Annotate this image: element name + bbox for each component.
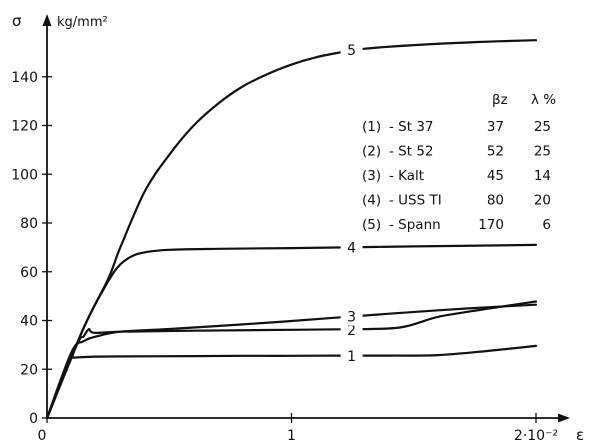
table-cell-id: (2) xyxy=(362,144,381,160)
table-cell-material: - St 52 xyxy=(389,144,434,160)
x-tick-label: 1 xyxy=(287,428,296,444)
table-header-beta-z: βz xyxy=(492,92,508,108)
table-cell-lambda: 6 xyxy=(542,217,551,233)
y-axis-label: σ xyxy=(12,12,22,30)
curve-label-1: 1 xyxy=(347,349,356,365)
table-cell-beta-z: 45 xyxy=(487,168,504,184)
y-tick-label: 20 xyxy=(20,362,38,378)
table-cell-id: (1) xyxy=(362,119,381,135)
table-cell-lambda: 14 xyxy=(534,168,551,184)
table-cell-material: - Spann xyxy=(389,217,441,233)
y-tick-label: 40 xyxy=(20,314,38,330)
table-cell-id: (3) xyxy=(362,168,381,184)
table-cell-material: - Kalt xyxy=(389,168,424,184)
curve-3 xyxy=(45,303,538,420)
table-cell-material: - St 37 xyxy=(389,119,434,135)
table-header-lambda: λ % xyxy=(531,92,556,108)
material-table: βz λ % (1) - St 37 37 25 (2) - St 52 52 25 (3) - … xyxy=(362,92,556,233)
table-cell-id: (4) xyxy=(362,193,381,209)
y-axis-unit: kg/mm² xyxy=(57,15,108,30)
curve-label-gap xyxy=(340,346,363,365)
curve-2 xyxy=(45,300,538,420)
y-tick-label: 100 xyxy=(11,167,38,183)
table-cell-lambda: 20 xyxy=(534,193,551,209)
y-tick-label: 80 xyxy=(20,216,38,232)
curve-label-4: 4 xyxy=(347,240,356,256)
table-cell-beta-z: 170 xyxy=(478,217,504,233)
table-cell-id: (5) xyxy=(362,217,381,233)
table-cell-material: - USS TI xyxy=(389,193,442,209)
y-tick-label: 140 xyxy=(11,70,38,86)
curve-label-5: 5 xyxy=(347,43,356,59)
y-tick-label: 120 xyxy=(11,119,38,135)
curve-label-3: 3 xyxy=(347,310,356,326)
x-axis-label: ε xyxy=(576,426,584,444)
x-axis-arrow-icon xyxy=(558,413,570,423)
curve-label-gap xyxy=(340,307,363,326)
y-tick-label: 60 xyxy=(20,265,38,281)
curve-label-gap xyxy=(340,238,363,257)
table-cell-beta-z: 37 xyxy=(487,119,504,135)
table-cell-lambda: 25 xyxy=(534,144,551,160)
curve-5 xyxy=(45,39,538,420)
curve-label-gap xyxy=(340,40,363,59)
curves xyxy=(45,39,538,420)
y-axis-arrow-icon xyxy=(42,14,52,26)
table-cell-lambda: 25 xyxy=(534,119,551,135)
table-cell-beta-z: 52 xyxy=(487,144,504,160)
axes: σ kg/mm² ε xyxy=(12,12,584,444)
x-tick-label: 0 xyxy=(38,428,47,444)
x-tick-label: 2·10⁻² xyxy=(514,428,558,444)
curve-label-2: 2 xyxy=(347,323,356,339)
y-tick-label: 0 xyxy=(29,411,38,427)
curve-1 xyxy=(45,344,538,420)
table-cell-beta-z: 80 xyxy=(487,193,504,209)
